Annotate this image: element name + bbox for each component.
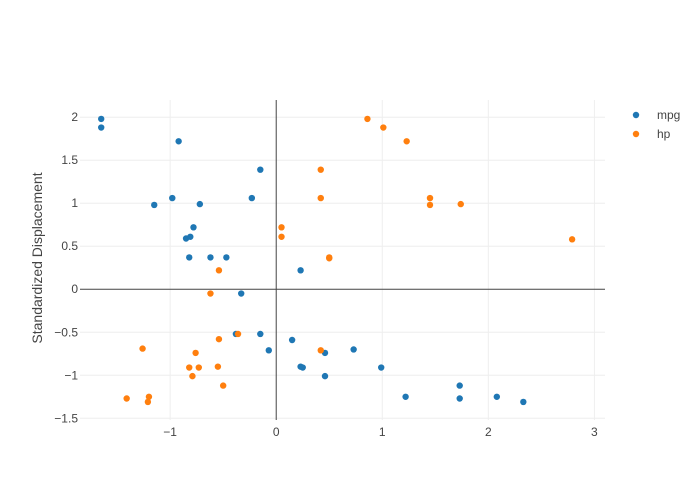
- legend-label: mpg: [657, 108, 680, 122]
- data-point-hp[interactable]: [139, 345, 146, 352]
- data-point-hp[interactable]: [317, 166, 324, 173]
- data-point-hp[interactable]: [195, 364, 202, 371]
- data-point-mpg[interactable]: [297, 267, 304, 274]
- x-tick-label: 2: [485, 425, 492, 439]
- data-point-mpg[interactable]: [520, 398, 527, 406]
- y-tick-label: 0: [71, 282, 78, 296]
- data-point-hp[interactable]: [317, 347, 324, 354]
- x-tick-label: 0: [273, 425, 280, 439]
- data-point-hp[interactable]: [144, 398, 152, 406]
- data-point-hp[interactable]: [214, 363, 222, 370]
- x-tick-label: −1: [163, 425, 177, 439]
- data-point-mpg[interactable]: [456, 382, 463, 389]
- y-tick-labels: −1.5 −1 −0.5 0 0.5 1 1.5 2: [54, 110, 78, 425]
- data-point-mpg[interactable]: [151, 201, 158, 209]
- data-point-mpg[interactable]: [257, 330, 264, 338]
- data-point-hp[interactable]: [317, 194, 324, 202]
- data-point-mpg[interactable]: [238, 290, 245, 297]
- data-point-mpg[interactable]: [169, 194, 176, 202]
- data-point-mpg[interactable]: [175, 138, 182, 145]
- data-point-mpg[interactable]: [98, 124, 105, 131]
- data-point-mpg[interactable]: [350, 346, 357, 353]
- data-point-mpg[interactable]: [493, 393, 501, 400]
- data-point-hp[interactable]: [364, 115, 371, 123]
- legend-marker: [632, 111, 640, 119]
- data-point-hp[interactable]: [186, 364, 193, 371]
- data-point-hp[interactable]: [215, 267, 223, 274]
- data-point-mpg[interactable]: [248, 194, 256, 202]
- zero-lines: [80, 100, 605, 420]
- data-point-hp[interactable]: [457, 200, 464, 208]
- data-point-hp[interactable]: [189, 372, 196, 380]
- data-point-mpg[interactable]: [190, 224, 197, 231]
- x-tick-label: 1: [379, 425, 386, 439]
- x-tick-label: 3: [591, 425, 598, 439]
- data-point-hp[interactable]: [207, 290, 214, 297]
- data-point-mpg[interactable]: [186, 254, 193, 261]
- y-axis-title: Standardized Displacement: [29, 172, 45, 343]
- data-point-hp[interactable]: [278, 224, 285, 231]
- data-point-hp[interactable]: [215, 335, 223, 343]
- data-point-hp[interactable]: [403, 138, 410, 145]
- legend[interactable]: mpg hp: [632, 108, 681, 141]
- data-point-hp[interactable]: [219, 382, 227, 389]
- data-point-mpg[interactable]: [257, 166, 264, 173]
- data-point-mpg[interactable]: [207, 254, 214, 261]
- data-point-mpg[interactable]: [456, 395, 463, 402]
- data-point-mpg[interactable]: [223, 254, 230, 261]
- data-point-mpg[interactable]: [196, 200, 204, 208]
- data-point-hp[interactable]: [192, 349, 199, 357]
- data-point-hp[interactable]: [568, 236, 576, 243]
- data-point-hp[interactable]: [123, 395, 130, 402]
- y-tick-label: 2: [71, 110, 78, 124]
- data-point-hp[interactable]: [234, 330, 242, 338]
- y-tick-label: −1.5: [54, 411, 78, 425]
- y-tick-label: 1: [71, 196, 78, 210]
- data-point-mpg[interactable]: [402, 393, 409, 400]
- y-tick-label: −1: [64, 368, 78, 382]
- data-point-hp[interactable]: [145, 393, 153, 400]
- grid-lines: [80, 100, 605, 420]
- data-point-mpg[interactable]: [98, 115, 105, 123]
- y-tick-label: 1.5: [61, 153, 78, 167]
- x-tick-labels: −1 0 1 2 3: [163, 425, 598, 439]
- data-point-mpg[interactable]: [321, 372, 329, 380]
- points-layer: [98, 115, 576, 406]
- data-point-mpg[interactable]: [288, 336, 296, 344]
- data-point-hp[interactable]: [426, 194, 434, 202]
- data-point-hp[interactable]: [380, 124, 387, 131]
- legend-item-hp[interactable]: hp: [632, 127, 671, 141]
- data-point-hp[interactable]: [426, 201, 434, 209]
- data-point-mpg[interactable]: [265, 347, 272, 354]
- data-point-hp[interactable]: [278, 233, 285, 240]
- data-point-mpg[interactable]: [299, 364, 306, 371]
- y-tick-label: 0.5: [61, 239, 78, 253]
- data-point-mpg[interactable]: [378, 364, 385, 371]
- legend-item-mpg[interactable]: mpg: [632, 108, 681, 122]
- legend-label: hp: [657, 127, 671, 141]
- legend-marker: [632, 130, 640, 138]
- y-tick-label: −0.5: [54, 325, 78, 339]
- data-point-hp[interactable]: [326, 255, 333, 262]
- data-point-mpg[interactable]: [187, 233, 194, 240]
